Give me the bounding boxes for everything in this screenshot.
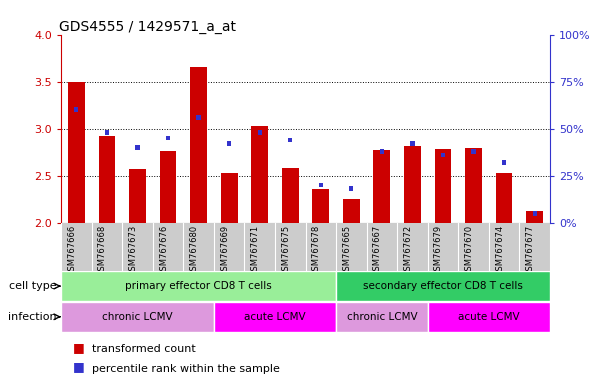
Bar	[343, 199, 360, 223]
Text: ■: ■	[73, 360, 85, 373]
Text: GSM767668: GSM767668	[98, 225, 107, 276]
Text: GSM767676: GSM767676	[159, 225, 168, 276]
Bar	[129, 169, 146, 223]
Bar	[159, 151, 177, 223]
Bar	[465, 148, 482, 223]
Text: GSM767671: GSM767671	[251, 225, 260, 276]
Bar	[288, 137, 292, 142]
Bar	[98, 136, 115, 223]
Bar	[496, 173, 513, 223]
Text: GSM767678: GSM767678	[312, 225, 321, 276]
Bar	[472, 149, 475, 154]
Bar	[166, 136, 170, 141]
Bar	[349, 187, 353, 191]
Text: GSM767670: GSM767670	[464, 225, 474, 276]
Bar	[502, 160, 506, 165]
Bar	[411, 141, 414, 146]
Bar	[441, 152, 445, 157]
Text: percentile rank within the sample: percentile rank within the sample	[92, 364, 279, 374]
Text: chronic LCMV: chronic LCMV	[102, 312, 173, 322]
Text: GSM767666: GSM767666	[67, 225, 76, 276]
Text: acute LCMV: acute LCMV	[458, 312, 519, 322]
Text: acute LCMV: acute LCMV	[244, 312, 306, 322]
Bar	[533, 211, 536, 216]
Bar	[227, 141, 231, 146]
Bar	[214, 302, 336, 331]
Bar	[251, 126, 268, 223]
Bar	[221, 173, 238, 223]
Bar	[61, 302, 214, 331]
Bar	[61, 271, 336, 301]
Bar	[336, 271, 550, 301]
Text: cell type: cell type	[9, 281, 56, 291]
Bar	[68, 82, 85, 223]
Bar	[319, 183, 323, 187]
Text: transformed count: transformed count	[92, 344, 196, 354]
Text: GDS4555 / 1429571_a_at: GDS4555 / 1429571_a_at	[59, 20, 236, 33]
Text: GSM767673: GSM767673	[128, 225, 137, 276]
Text: GSM767680: GSM767680	[189, 225, 199, 276]
Bar	[197, 115, 200, 120]
Bar	[105, 130, 109, 135]
Bar	[258, 130, 262, 135]
Text: GSM767667: GSM767667	[373, 225, 382, 276]
Bar	[434, 149, 452, 223]
Text: primary effector CD8 T cells: primary effector CD8 T cells	[125, 281, 272, 291]
Bar	[190, 66, 207, 223]
Bar	[75, 108, 78, 112]
Text: secondary effector CD8 T cells: secondary effector CD8 T cells	[363, 281, 523, 291]
Text: ■: ■	[73, 341, 85, 354]
Bar	[428, 302, 550, 331]
Text: GSM767669: GSM767669	[220, 225, 229, 276]
Bar	[312, 189, 329, 223]
Text: infection: infection	[7, 312, 56, 322]
Text: GSM767674: GSM767674	[495, 225, 504, 276]
Bar	[282, 168, 299, 223]
Bar	[526, 212, 543, 223]
Text: GSM767665: GSM767665	[342, 225, 351, 276]
Text: GSM767672: GSM767672	[403, 225, 412, 276]
Bar	[380, 149, 384, 154]
Text: chronic LCMV: chronic LCMV	[346, 312, 417, 322]
Bar	[373, 150, 390, 223]
Text: GSM767677: GSM767677	[525, 225, 535, 276]
Bar	[136, 145, 139, 150]
Text: GSM767679: GSM767679	[434, 225, 443, 276]
Text: GSM767675: GSM767675	[281, 225, 290, 276]
Bar	[336, 302, 428, 331]
Bar	[404, 146, 421, 223]
